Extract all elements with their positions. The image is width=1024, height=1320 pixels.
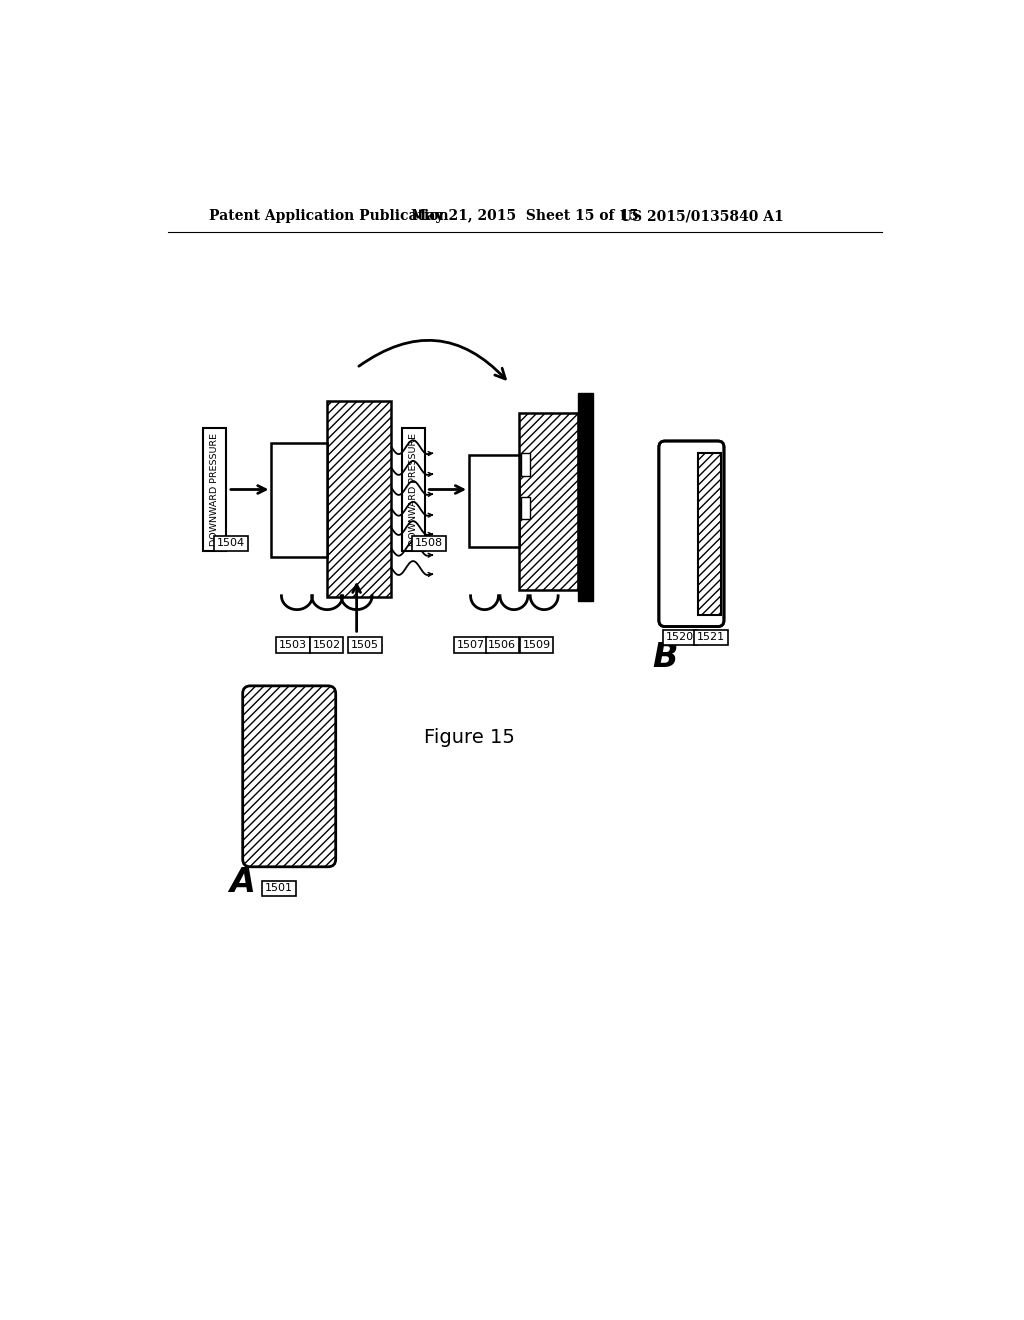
Text: B: B [652,642,678,673]
Bar [578,393,593,601]
Bar [519,412,578,590]
Text: 1503: 1503 [280,640,307,649]
Bar [521,453,530,477]
Text: 1521: 1521 [696,632,725,643]
Text: Patent Application Publication: Patent Application Publication [209,209,449,223]
Text: May 21, 2015  Sheet 15 of 15: May 21, 2015 Sheet 15 of 15 [411,209,639,223]
Text: 1504: 1504 [217,539,245,548]
Text: 1506: 1506 [488,640,516,649]
Text: 1502: 1502 [312,640,340,649]
Text: 1509: 1509 [522,640,551,649]
Text: 1505: 1505 [351,640,379,649]
Bar [469,455,519,548]
FancyBboxPatch shape [243,686,336,867]
Text: US 2015/0135840 A1: US 2015/0135840 A1 [621,209,784,223]
Bar [401,428,425,552]
Bar [271,444,328,557]
Text: 1501: 1501 [265,883,293,894]
Text: 1508: 1508 [415,539,442,548]
Text: 1520: 1520 [666,632,694,643]
FancyBboxPatch shape [658,441,724,627]
Text: 1507: 1507 [458,640,485,649]
Bar [203,428,226,552]
Text: DOWNWARD PRESSURE: DOWNWARD PRESSURE [409,433,418,546]
Text: A: A [229,866,255,899]
Bar [521,498,530,519]
Bar [328,401,391,597]
Text: Figure 15: Figure 15 [424,727,514,747]
Text: DOWNWARD PRESSURE: DOWNWARD PRESSURE [210,433,219,546]
Bar [697,453,721,615]
